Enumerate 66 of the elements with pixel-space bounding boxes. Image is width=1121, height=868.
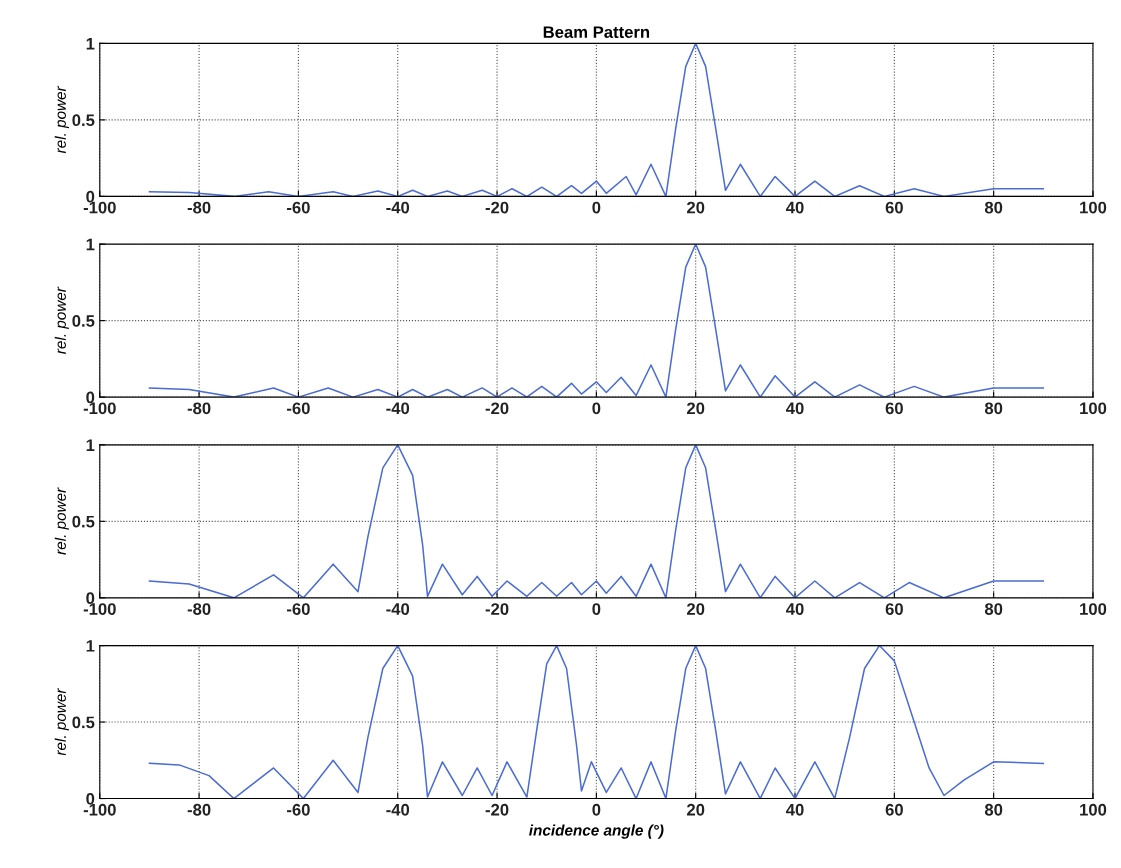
- x-tick-label: -60: [287, 803, 310, 816]
- line-series: [148, 244, 1045, 398]
- y-tick-label: 0.5: [72, 114, 95, 127]
- x-tick-label: 80: [984, 803, 1003, 816]
- x-tick-label: 0: [592, 201, 601, 214]
- x-tick-label: 100: [1080, 201, 1107, 214]
- y-tick-label: 1: [86, 37, 95, 50]
- y-tick-label: 1: [86, 238, 95, 251]
- x-tick-label: 20: [687, 402, 705, 415]
- x-tick-label: -40: [386, 201, 410, 214]
- y-axis-title: rel. power: [54, 85, 69, 154]
- y-tick-label: 0: [86, 391, 95, 404]
- x-tick-label: -80: [187, 402, 211, 415]
- y-axis-title: rel. power: [54, 487, 69, 555]
- y-tick-label: 1: [86, 640, 95, 652]
- y-axis-title: rel. power: [54, 688, 69, 756]
- x-tick-label: 60: [885, 803, 903, 816]
- y-tick-label: 0: [86, 190, 95, 203]
- x-tick-label: 20: [687, 603, 705, 615]
- x-tick-label: 40: [786, 201, 804, 214]
- x-tick-label: 0: [592, 603, 601, 615]
- x-tick-label: -100: [83, 603, 116, 615]
- x-tick-label: 60: [885, 201, 903, 214]
- x-tick-label: -40: [386, 603, 410, 615]
- x-tick-label: -80: [187, 201, 211, 214]
- x-tick-label: -100: [83, 803, 116, 816]
- x-tick-label: 60: [885, 603, 903, 615]
- x-tick-label: 100: [1080, 803, 1107, 816]
- x-tick-label: -100: [83, 402, 116, 415]
- x-tick-label: 80: [984, 201, 1003, 214]
- x-tick-label: 0: [592, 803, 601, 816]
- x-tick-label: -60: [287, 201, 310, 214]
- x-tick-label: -80: [187, 803, 211, 816]
- x-tick-label: -20: [485, 603, 509, 615]
- y-tick-label: 1: [86, 439, 95, 451]
- x-tick-label: 40: [786, 803, 804, 816]
- x-tick-label: 60: [885, 402, 903, 415]
- x-tick-label: 80: [984, 402, 1003, 415]
- x-tick-label: 80: [984, 603, 1003, 615]
- x-tick-label: 0: [592, 402, 601, 415]
- x-tick-label: -60: [287, 603, 310, 615]
- y-tick-label: 0: [86, 592, 95, 605]
- x-tick-label: -80: [187, 603, 211, 615]
- y-axis-title: rel. power: [54, 286, 69, 354]
- line-series: [148, 444, 1045, 598]
- line-series: [148, 645, 1045, 799]
- chart-title: Beam Pattern: [543, 26, 650, 39]
- line-series: [148, 43, 1045, 197]
- x-tick-label: 100: [1080, 603, 1107, 615]
- y-tick-label: 0.5: [72, 315, 95, 327]
- x-tick-label: 20: [687, 803, 705, 816]
- y-tick-label: 0: [86, 792, 95, 805]
- x-tick-label: -40: [386, 402, 410, 415]
- x-tick-label: -60: [287, 402, 310, 415]
- x-tick-label: 20: [687, 201, 705, 214]
- x-tick-label: 100: [1080, 402, 1107, 415]
- x-tick-label: 40: [786, 402, 804, 415]
- x-tick-label: -20: [485, 402, 509, 415]
- x-tick-label: 40: [786, 603, 804, 615]
- y-tick-label: 0.5: [72, 716, 95, 729]
- x-tick-label: -20: [485, 201, 509, 214]
- y-tick-label: 0.5: [72, 515, 95, 528]
- x-tick-label: -100: [83, 201, 116, 214]
- x-tick-label: -40: [386, 803, 410, 816]
- x-axis-title: incidence angle (°): [529, 824, 664, 839]
- x-tick-label: -20: [485, 803, 509, 816]
